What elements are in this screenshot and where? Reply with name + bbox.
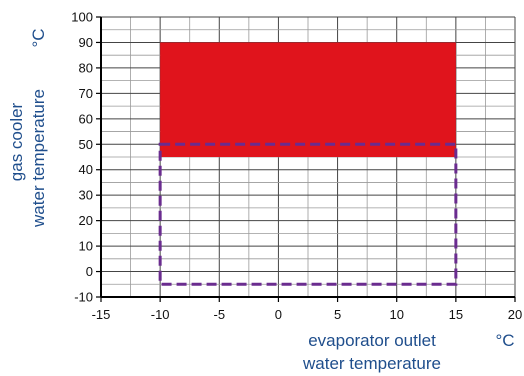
x-tick-label: 20 xyxy=(508,307,522,322)
x-tick-label: 10 xyxy=(389,307,403,322)
x-tick-label: -15 xyxy=(92,307,111,322)
y-tick-label: 50 xyxy=(79,137,93,152)
y-tick-label: 40 xyxy=(79,162,93,177)
x-tick-label: 0 xyxy=(275,307,282,322)
regions xyxy=(158,42,458,286)
operating-region-filled xyxy=(160,42,456,157)
y-tick-label: 20 xyxy=(79,213,93,228)
x-tick-label: 5 xyxy=(334,307,341,322)
y-tick-label: 80 xyxy=(79,60,93,75)
x-tick-label: -5 xyxy=(214,307,226,322)
y-tick-label: 10 xyxy=(79,239,93,254)
y-tick-label: 90 xyxy=(79,35,93,50)
x-tick-label: -10 xyxy=(151,307,170,322)
operating-region-dashed xyxy=(158,142,458,286)
x-axis-title-line2: water temperature xyxy=(302,354,441,373)
y-tick-label: 70 xyxy=(79,86,93,101)
x-tick-label: 15 xyxy=(449,307,463,322)
y-tick-label: -10 xyxy=(74,290,93,305)
y-tick-label: 0 xyxy=(86,264,93,279)
y-axis-title-line1: gas cooler xyxy=(7,102,26,181)
x-axis-title-line1: evaporator outlet xyxy=(308,331,436,350)
y-tick-label: 100 xyxy=(71,10,93,25)
tick-labels: -10 0 10 20 30 40 50 60 70 80 90 100 -15 -10 -5 0 5 10 15 2… xyxy=(71,10,522,323)
x-axis-unit: °C xyxy=(495,331,514,350)
y-axis-title-line2: water temperature xyxy=(29,89,48,228)
axes xyxy=(96,16,516,302)
y-tick-label: 60 xyxy=(79,111,93,126)
y-tick-label: 30 xyxy=(79,188,93,203)
y-axis-unit: °C xyxy=(29,28,48,47)
